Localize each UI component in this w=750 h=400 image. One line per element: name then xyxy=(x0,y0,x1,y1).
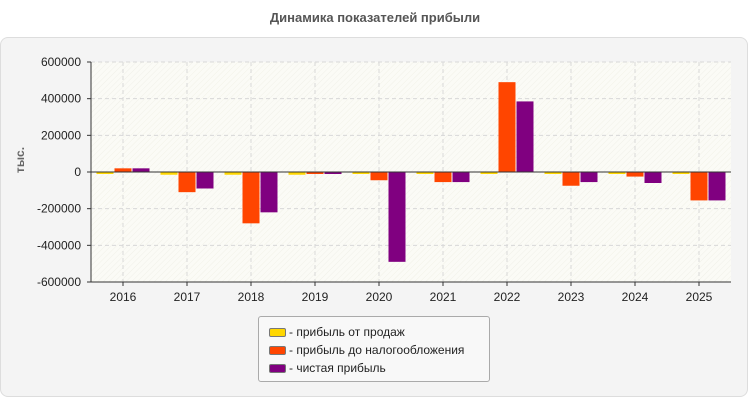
bar-2022-series-0 xyxy=(480,172,498,174)
bar-2018-series-1 xyxy=(242,172,260,224)
legend-item-2: - чистая прибыль xyxy=(269,359,489,377)
x-ticks: 2016 2017 2018 2019 2020 2021 2022 2023 2024 2025 xyxy=(110,282,713,304)
bar-2022-series-1 xyxy=(498,82,516,172)
bar-2021-series-1 xyxy=(434,172,452,183)
legend-label-1: - прибыль до налогообложения xyxy=(289,343,465,357)
x-tick-label-2017: 2017 xyxy=(174,290,201,304)
bar-2021-series-2 xyxy=(452,172,470,183)
y-tick-label-1: 400000 xyxy=(41,92,81,106)
bar-2025-series-1 xyxy=(690,172,708,201)
y-tick-label-2: 200000 xyxy=(41,128,81,142)
x-tick-label-2025: 2025 xyxy=(686,290,713,304)
bar-2025-series-2 xyxy=(708,172,726,201)
bar-2024-series-2 xyxy=(644,172,662,183)
bars xyxy=(96,82,726,262)
legend-label-2: - чистая прибыль xyxy=(289,361,386,375)
x-tick-label-2021: 2021 xyxy=(430,290,457,304)
y-axis-label: тыс. xyxy=(13,147,27,173)
bar-2019-series-0 xyxy=(288,172,306,175)
x-tick-label-2024: 2024 xyxy=(622,290,649,304)
bar-2019-series-1 xyxy=(306,172,324,174)
bar-2016-series-2 xyxy=(132,168,150,172)
bar-2018-series-2 xyxy=(260,172,278,213)
bar-2025-series-0 xyxy=(672,172,690,174)
legend-item-0: - прибыль от продаж xyxy=(269,323,489,341)
bar-2017-series-0 xyxy=(160,172,178,175)
y-tick-label-5: -400000 xyxy=(37,238,81,252)
bar-2017-series-1 xyxy=(178,172,196,193)
x-tick-label-2018: 2018 xyxy=(238,290,265,304)
x-tick-label-2016: 2016 xyxy=(110,290,137,304)
bar-2023-series-2 xyxy=(580,172,598,183)
legend-swatch-2 xyxy=(269,363,286,373)
legend-label-0: - прибыль от продаж xyxy=(289,325,405,339)
legend: - прибыль от продаж - прибыль до налогооб… xyxy=(258,316,490,382)
y-tick-label-0: 600000 xyxy=(41,55,81,69)
bar-2018-series-0 xyxy=(224,172,242,175)
bar-2016-series-0 xyxy=(96,172,114,174)
x-tick-label-2019: 2019 xyxy=(302,290,329,304)
legend-swatch-0 xyxy=(269,327,286,337)
x-tick-label-2022: 2022 xyxy=(494,290,521,304)
x-tick-label-2023: 2023 xyxy=(558,290,585,304)
bar-2024-series-1 xyxy=(626,172,644,177)
bar-2017-series-2 xyxy=(196,172,214,189)
x-tick-label-2020: 2020 xyxy=(366,290,393,304)
bar-2020-series-0 xyxy=(352,172,370,174)
y-tick-label-6: -600000 xyxy=(37,275,81,289)
bar-2021-series-0 xyxy=(416,172,434,174)
bar-2022-series-2 xyxy=(516,101,534,172)
bar-2023-series-0 xyxy=(544,172,562,174)
bar-2024-series-0 xyxy=(608,172,626,174)
y-tick-label-4: -200000 xyxy=(37,202,81,216)
bar-2020-series-1 xyxy=(370,172,388,181)
y-tick-label-3: 0 xyxy=(74,165,81,179)
legend-item-1: - прибыль до налогообложения xyxy=(269,341,489,359)
chart-title: Динамика показателей прибыли xyxy=(269,10,481,25)
bar-2016-series-1 xyxy=(114,168,132,172)
legend-swatch-1 xyxy=(269,345,286,355)
bar-2023-series-1 xyxy=(562,172,580,186)
bar-2019-series-2 xyxy=(324,172,342,174)
bar-2020-series-2 xyxy=(388,172,406,262)
y-ticks: 600000 400000 200000 0 -200000 -400000 -600000 xyxy=(37,55,91,289)
